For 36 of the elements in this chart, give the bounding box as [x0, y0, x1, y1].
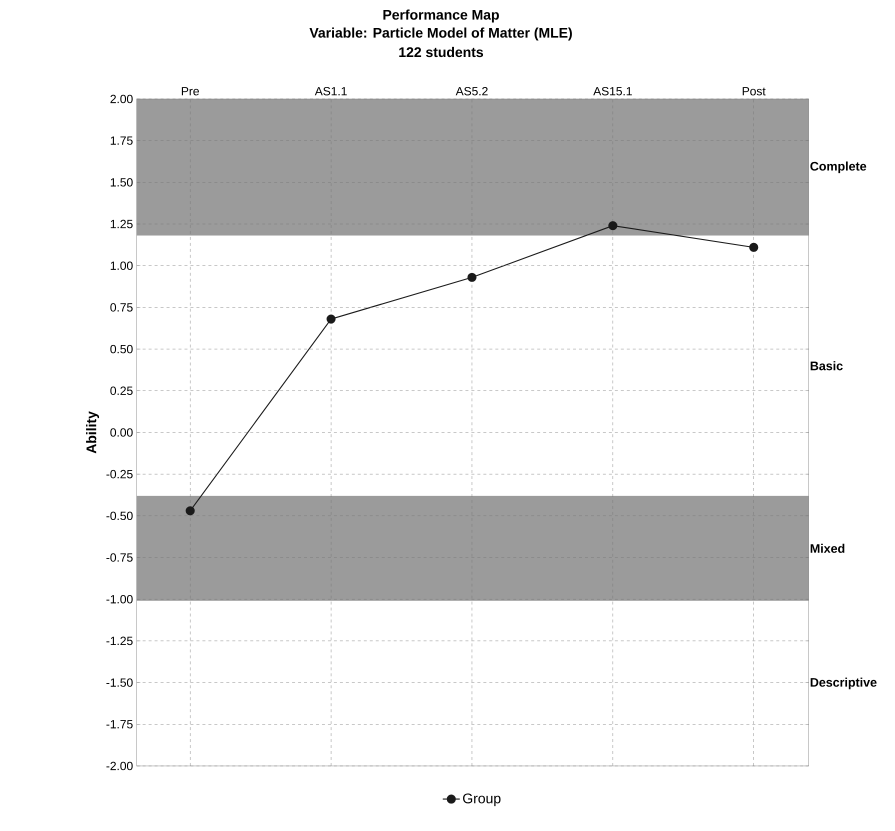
chart-subtitle: Variable: Particle Model of Matter (MLE): [309, 27, 572, 40]
point: [749, 242, 758, 252]
y-tick-label: 0.50: [110, 344, 133, 354]
x-tick-label: Post: [742, 87, 766, 96]
y-tick-label: 0.75: [110, 303, 133, 312]
y-tick-label: -0.75: [106, 553, 133, 562]
y-tick-label: 2.00: [110, 94, 133, 104]
y-tick-label: 1.75: [110, 136, 133, 145]
band-label: Basic: [810, 361, 843, 370]
x-tick-label: Pre: [182, 87, 199, 96]
point: [608, 221, 618, 230]
y-tick-label: 1.25: [110, 220, 133, 228]
point: [186, 506, 195, 516]
y-tick-label: 1.00: [110, 261, 133, 270]
y-tick-label: 0.25: [110, 386, 133, 395]
y-tick-label: -1.00: [106, 594, 133, 604]
y-tick-label: -1.25: [106, 636, 133, 646]
x-tick-label: AS15.1: [593, 86, 632, 96]
y-axis-title: Ability: [86, 411, 100, 454]
legend-label: Group: [463, 793, 501, 806]
y-tick-label: 1.50: [110, 178, 133, 187]
band-label: Complete: [810, 162, 866, 174]
y-tick-label: 0.00: [110, 428, 133, 437]
band-label: Descriptive: [810, 678, 877, 690]
y-tick-label: -2.00: [106, 762, 133, 770]
y-tick-label: -0.50: [106, 512, 133, 520]
x-tick-label: AS1.1: [314, 86, 347, 96]
band-label: Mixed: [810, 544, 844, 553]
point: [326, 314, 336, 324]
chart-title: Performance Map: [383, 9, 499, 22]
y-tick-label: -1.75: [106, 720, 133, 728]
x-tick-label: AS5.2: [456, 86, 488, 96]
y-tick-label: -0.25: [106, 470, 133, 478]
y-tick-label: -1.50: [106, 678, 133, 687]
point: [467, 272, 477, 282]
text: 122 students: [399, 46, 484, 58]
